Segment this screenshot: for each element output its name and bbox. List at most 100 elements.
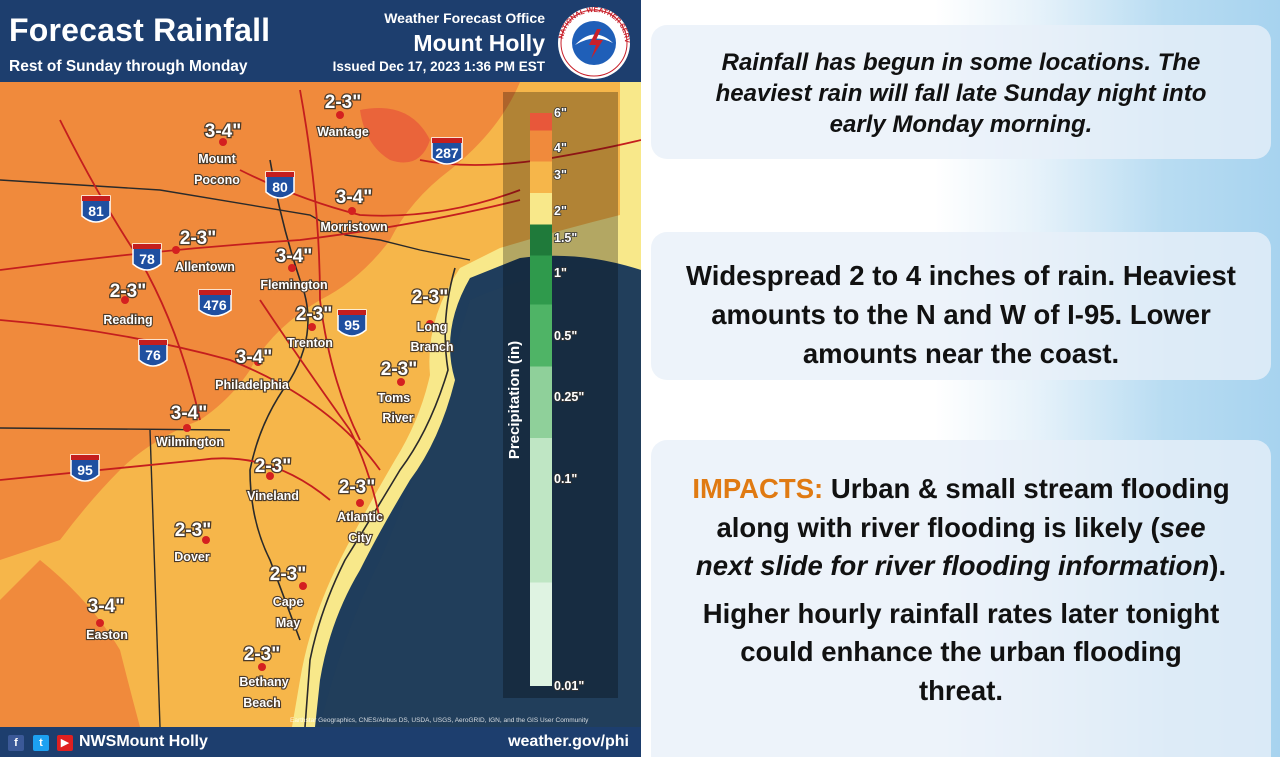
city-toms-river: 2-3" Toms River xyxy=(377,358,419,426)
map-subtitle: Rest of Sunday through Monday xyxy=(9,58,248,75)
svg-text:3-4": 3-4" xyxy=(171,403,207,424)
svg-text:Allentown: Allentown xyxy=(175,260,235,274)
rain-zone-4-6in xyxy=(360,108,430,163)
state-border-ny xyxy=(0,179,471,261)
legend-title: Precipitation (in) xyxy=(506,341,523,459)
city-reading: 2-3" Reading xyxy=(102,280,154,328)
svg-text:2-3": 2-3" xyxy=(175,520,211,541)
legend-swatch xyxy=(530,161,552,193)
svg-text:Bethany: Bethany xyxy=(239,675,288,689)
svg-text:Morristown: Morristown xyxy=(320,220,387,234)
youtube-icon[interactable]: ▶ xyxy=(57,735,73,751)
svg-text:Vineland: Vineland xyxy=(247,489,299,503)
svg-text:Trenton: Trenton xyxy=(287,336,333,350)
legend-swatches xyxy=(530,113,552,686)
city-trenton: 2-3" Trenton xyxy=(286,303,334,351)
svg-text:Pocono: Pocono xyxy=(194,173,240,187)
svg-text:Atlantic: Atlantic xyxy=(337,510,383,524)
svg-text:3-4": 3-4" xyxy=(205,121,241,142)
svg-text:95: 95 xyxy=(344,317,360,333)
svg-text:Dover: Dover xyxy=(174,550,210,564)
city-philadelphia: 3-4" Philadelphia xyxy=(214,346,291,393)
svg-text:476: 476 xyxy=(203,297,227,313)
legend-swatch xyxy=(530,255,552,305)
svg-text:80: 80 xyxy=(272,179,288,195)
impacts-box: IMPACTS: Urban & small stream flooding a… xyxy=(651,440,1271,757)
precipitation-legend: 6" 4" 3" 2" 1.5" 1" 0.5" 0.25" 0.1" 0.01" Precipi… xyxy=(503,92,618,698)
website-url[interactable]: weather.gov/phi xyxy=(508,733,629,750)
svg-text:2-3": 2-3" xyxy=(255,456,291,477)
map-credit: Earthstar Geographics, CNES/Airbus DS, U… xyxy=(290,717,589,724)
city-easton: 3-4" Easton xyxy=(85,595,129,643)
svg-text:2-3": 2-3" xyxy=(270,564,306,585)
svg-text:2-3": 2-3" xyxy=(412,287,448,308)
rainfall-map-panel: Forecast Rainfall Rest of Sunday through… xyxy=(0,0,641,757)
legend-swatch xyxy=(530,130,552,162)
state-border-md-de xyxy=(149,429,161,727)
svg-text:81: 81 xyxy=(88,203,104,219)
legend-tick-label: 2" xyxy=(554,204,567,218)
city-long-branch: 2-3" Long Branch xyxy=(409,286,454,355)
map-header: Forecast Rainfall Rest of Sunday through… xyxy=(0,0,641,82)
svg-text:2-3": 2-3" xyxy=(325,92,361,113)
rain-zone-3-4in xyxy=(0,82,520,560)
rain-zone-3-4in-south xyxy=(0,560,140,727)
social-handle: NWSMount Holly xyxy=(79,733,208,750)
rates-text: Higher hourly rainfall rates later tonig… xyxy=(702,597,1220,706)
office-label: Weather Forecast Office xyxy=(384,10,545,26)
interstate-shield-476: 476 xyxy=(198,289,232,317)
city-bethany-beach: 2-3" Bethany Beach xyxy=(238,643,290,711)
interstate-shield-80: 80 xyxy=(265,171,295,199)
svg-text:Mount: Mount xyxy=(198,152,236,166)
nws-logo-icon: NATIONAL WEATHER SERVICE xyxy=(553,5,630,79)
amounts-box: Widespread 2 to 4 inches of rain. Heavie… xyxy=(651,232,1271,380)
svg-text:2-3": 2-3" xyxy=(244,644,280,665)
legend-tick-label: 3" xyxy=(554,168,567,182)
legend-swatch xyxy=(530,193,552,225)
city-dover: 2-3" Dover xyxy=(173,519,212,565)
summary-box: Rainfall has begun in some locations. Th… xyxy=(651,25,1271,159)
svg-text:287: 287 xyxy=(435,145,459,161)
nj-coastline xyxy=(304,267,456,727)
legend-tick-label: 1" xyxy=(554,266,567,280)
svg-text:2-3": 2-3" xyxy=(381,359,417,380)
legend-tick-label: 6" xyxy=(554,106,567,120)
city-atlantic-city: 2-3" Atlantic City xyxy=(336,476,384,546)
interstate-shield-287: 287 xyxy=(431,137,463,165)
mason-dixon-line xyxy=(0,427,231,431)
legend-swatch xyxy=(530,582,552,686)
svg-text:City: City xyxy=(348,531,372,545)
svg-text:2-3": 2-3" xyxy=(180,228,216,249)
interstate-shield-95-south: 95 xyxy=(70,454,100,482)
ocean-shelf xyxy=(320,268,641,727)
svg-text:Wilmington: Wilmington xyxy=(156,435,224,449)
office-name: Mount Holly xyxy=(413,30,545,56)
impacts-text-end: ). xyxy=(1209,550,1227,581)
amounts-text: Widespread 2 to 4 inches of rain. Heavie… xyxy=(686,260,1236,369)
map-footer: f t ▶ NWSMount Holly weather.gov/phi xyxy=(0,727,641,757)
impacts-text: Urban & small stream flooding along with… xyxy=(716,473,1230,543)
city-wantage: 2-3" Wantage xyxy=(316,91,370,140)
svg-text:3-4": 3-4" xyxy=(88,596,124,617)
interstate-shield-78: 78 xyxy=(132,243,162,271)
legend-tick-label: 1.5" xyxy=(554,231,577,245)
text-panel: Rainfall has begun in some locations. Th… xyxy=(641,0,1280,757)
facebook-icon[interactable]: f xyxy=(8,735,24,751)
svg-text:Cape: Cape xyxy=(273,595,304,609)
svg-text:2-3": 2-3" xyxy=(110,281,146,302)
svg-text:2-3": 2-3" xyxy=(296,304,332,325)
issued-time: Issued Dec 17, 2023 1:36 PM EST xyxy=(332,59,545,74)
legend-swatch xyxy=(530,438,552,583)
svg-text:Wantage: Wantage xyxy=(317,125,369,139)
svg-text:Branch: Branch xyxy=(410,340,453,354)
city-vineland: 2-3" Vineland xyxy=(246,455,300,504)
svg-text:Easton: Easton xyxy=(86,628,128,642)
svg-text:95: 95 xyxy=(77,462,93,478)
map-title: Forecast Rainfall xyxy=(9,12,271,48)
svg-text:Philadelphia: Philadelphia xyxy=(215,378,290,392)
svg-text:Toms: Toms xyxy=(378,391,410,405)
legend-tick-label: 0.5" xyxy=(554,329,577,343)
legend-swatch xyxy=(530,304,552,367)
twitter-icon[interactable]: t xyxy=(33,735,49,751)
impacts-label: IMPACTS: xyxy=(692,473,824,504)
